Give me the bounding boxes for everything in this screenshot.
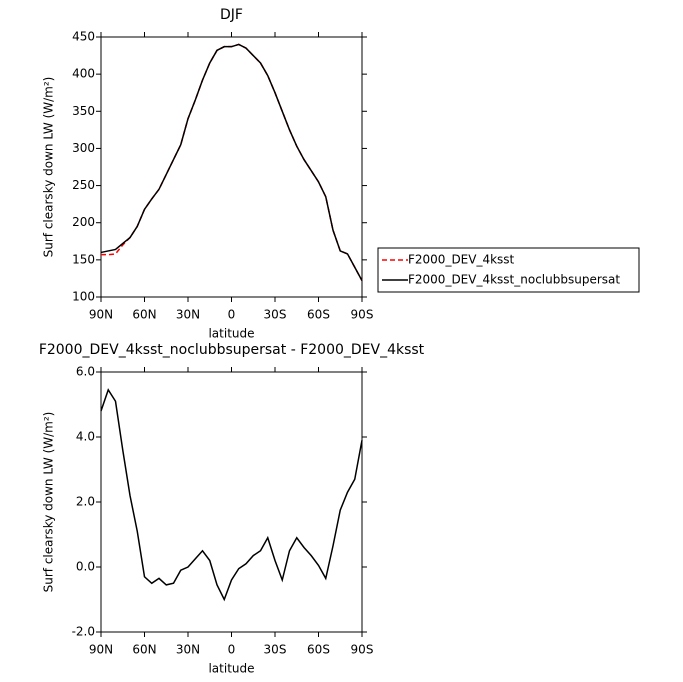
data-line bbox=[100, 43, 363, 282]
legend: F2000_DEV_4ksst F2000_DEV_4ksst_noclubbsu… bbox=[377, 247, 640, 293]
data-line bbox=[100, 388, 363, 602]
x-axis-label: latitude bbox=[208, 662, 254, 676]
legend-label: F2000_DEV_4ksst_noclubbsupersat bbox=[408, 273, 620, 287]
x-tick-label: 60S bbox=[307, 643, 330, 657]
y-tick-label: 4.0 bbox=[76, 430, 95, 444]
x-tick-label: 60S bbox=[307, 308, 330, 322]
legend-box bbox=[377, 247, 640, 293]
y-tick-label: 350 bbox=[72, 104, 95, 118]
y-tick-label: 2.0 bbox=[76, 495, 95, 509]
plot-frame bbox=[100, 36, 363, 298]
x-tick-label: 0 bbox=[228, 643, 236, 657]
chart-title: DJF bbox=[220, 7, 243, 23]
y-tick-label: 150 bbox=[72, 252, 95, 266]
x-tick-label: 60N bbox=[132, 308, 156, 322]
x-tick-label: 30N bbox=[176, 308, 200, 322]
x-tick-label: 30N bbox=[176, 643, 200, 657]
x-tick-label: 90N bbox=[89, 643, 113, 657]
chart-title: F2000_DEV_4ksst_noclubbsupersat - F2000_… bbox=[39, 342, 425, 358]
x-tick-label: 30S bbox=[264, 308, 287, 322]
y-tick-label: 300 bbox=[72, 141, 95, 155]
plot-frame bbox=[100, 371, 363, 633]
y-tick-label: 250 bbox=[72, 178, 95, 192]
x-tick-label: 60N bbox=[132, 643, 156, 657]
x-tick-label: 0 bbox=[228, 308, 236, 322]
y-tick-label: 0.0 bbox=[76, 560, 95, 574]
y-tick-label: 6.0 bbox=[76, 365, 95, 379]
y-tick-label: -2.0 bbox=[72, 625, 95, 639]
y-axis-label: Surf clearsky down LW (W/m²) bbox=[42, 412, 56, 593]
x-tick-label: 90S bbox=[351, 308, 374, 322]
y-tick-label: 200 bbox=[72, 215, 95, 229]
y-tick-label: 100 bbox=[72, 290, 95, 304]
data-line bbox=[101, 43, 363, 282]
x-tick-label: 30S bbox=[264, 643, 287, 657]
legend-label: F2000_DEV_4ksst bbox=[408, 253, 515, 267]
y-axis-label: Surf clearsky down LW (W/m²) bbox=[42, 77, 56, 258]
x-tick-label: 90S bbox=[351, 643, 374, 657]
x-axis-label: latitude bbox=[208, 327, 254, 341]
y-tick-label: 450 bbox=[72, 30, 95, 44]
y-tick-label: 400 bbox=[72, 67, 95, 81]
x-tick-label: 90N bbox=[89, 308, 113, 322]
